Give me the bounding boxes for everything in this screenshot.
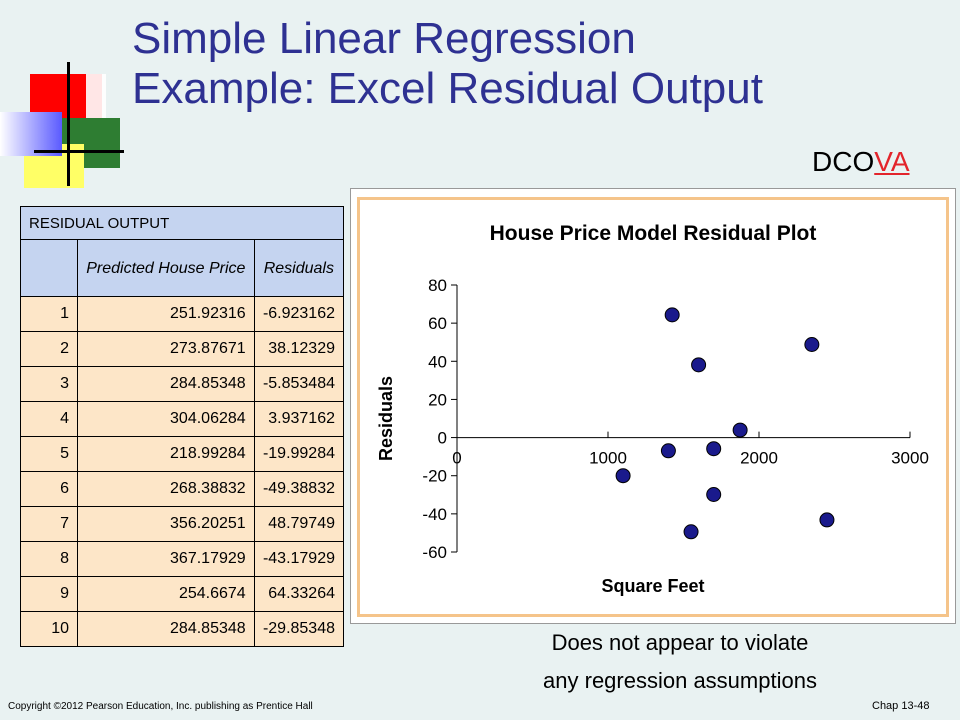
y-tick-label: -60 xyxy=(422,543,447,562)
cell-residual: -6.923162 xyxy=(253,296,345,332)
table-caption: RESIDUAL OUTPUT xyxy=(20,206,344,240)
x-tick-label: 1000 xyxy=(589,449,627,468)
conclusion-note: Does not appear to violate any regressio… xyxy=(470,624,890,700)
table-row: 2 273.87671 38.12329 xyxy=(20,331,345,367)
data-point xyxy=(706,441,722,457)
cell-obs: 6 xyxy=(20,471,78,507)
x-axis-label: Square Feet xyxy=(601,576,704,596)
chapter-label: Chap 13-48 xyxy=(872,700,930,712)
table-row: 3 284.85348 -5.853484 xyxy=(20,366,345,402)
note-line-2: any regression assumptions xyxy=(543,668,817,693)
table-row: 8 367.17929 -43.17929 xyxy=(20,541,345,577)
cell-predicted: 251.92316 xyxy=(77,296,255,332)
data-point xyxy=(819,512,835,528)
table-body: 1 251.92316 -6.923162 2 273.87671 38.12329 3 28… xyxy=(20,296,345,647)
copyright-text: Copyright ©2012 Pearson Education, Inc. … xyxy=(8,701,313,712)
cell-predicted: 268.38832 xyxy=(77,471,255,507)
header-obs xyxy=(20,239,78,297)
header-residuals: Residuals xyxy=(253,239,345,297)
cell-predicted: 367.17929 xyxy=(77,541,255,577)
y-tick-label: 80 xyxy=(428,276,447,295)
cell-predicted: 218.99284 xyxy=(77,436,255,472)
x-tick-label: 2000 xyxy=(740,449,778,468)
cell-obs: 5 xyxy=(20,436,78,472)
table-header-row: Predicted House Price Residuals xyxy=(20,239,345,297)
y-tick-label: 60 xyxy=(428,314,447,333)
residual-plot: House Price Model Residual Plot806040200… xyxy=(376,222,929,596)
table-row: 1 251.92316 -6.923162 xyxy=(20,296,345,332)
decor-blue-square xyxy=(0,112,62,156)
data-point xyxy=(804,337,820,353)
y-tick-label: 40 xyxy=(428,352,447,371)
cell-residual: -43.17929 xyxy=(253,541,345,577)
decor-white-square xyxy=(86,74,106,118)
dcova-prefix: DCO xyxy=(812,146,875,177)
slide-title: Simple Linear Regression Example: Excel … xyxy=(132,14,932,114)
decor-vertical-line xyxy=(67,62,70,186)
y-tick-label: 20 xyxy=(428,390,447,409)
cell-obs: 3 xyxy=(20,366,78,402)
cell-obs: 10 xyxy=(20,611,78,647)
data-point xyxy=(706,487,722,503)
cell-residual: 3.937162 xyxy=(253,401,345,437)
cell-obs: 4 xyxy=(20,401,78,437)
table-row: 6 268.38832 -49.38832 xyxy=(20,471,345,507)
table-row: 4 304.06284 3.937162 xyxy=(20,401,345,437)
y-tick-label: -40 xyxy=(422,505,447,524)
cell-residual: -19.99284 xyxy=(253,436,345,472)
cell-predicted: 356.20251 xyxy=(77,506,255,542)
data-point xyxy=(691,357,707,373)
data-point xyxy=(664,307,680,323)
residual-output-table: RESIDUAL OUTPUT Predicted House Price Re… xyxy=(20,206,345,647)
table-row: 5 218.99284 -19.99284 xyxy=(20,436,345,472)
y-tick-label: 0 xyxy=(438,429,447,448)
x-tick-label: 3000 xyxy=(891,449,929,468)
cell-residual: -29.85348 xyxy=(253,611,345,647)
decor-horizontal-line xyxy=(34,150,124,153)
cell-obs: 8 xyxy=(20,541,78,577)
cell-residual: -49.38832 xyxy=(253,471,345,507)
cell-residual: 64.33264 xyxy=(253,576,345,612)
data-point xyxy=(615,468,631,484)
table-row: 7 356.20251 48.79749 xyxy=(20,506,345,542)
data-point xyxy=(683,524,699,540)
cell-residual: 48.79749 xyxy=(253,506,345,542)
table-row: 9 254.6674 64.33264 xyxy=(20,576,345,612)
x-tick-label: 0 xyxy=(452,449,461,468)
header-predicted: Predicted House Price xyxy=(77,239,255,297)
cell-predicted: 304.06284 xyxy=(77,401,255,437)
cell-obs: 7 xyxy=(20,506,78,542)
cell-predicted: 273.87671 xyxy=(77,331,255,367)
cell-residual: 38.12329 xyxy=(253,331,345,367)
cell-obs: 9 xyxy=(20,576,78,612)
cell-predicted: 284.85348 xyxy=(77,366,255,402)
dcova-highlight: VA xyxy=(874,146,910,177)
title-line-1: Simple Linear Regression xyxy=(132,14,636,63)
note-line-1: Does not appear to violate xyxy=(551,630,809,655)
table-caption-row: RESIDUAL OUTPUT xyxy=(20,206,344,240)
cell-obs: 2 xyxy=(20,331,78,367)
dcova-label: DCOVA xyxy=(812,146,910,178)
cell-predicted: 284.85348 xyxy=(77,611,255,647)
title-line-2: Example: Excel Residual Output xyxy=(132,64,763,113)
residual-plot-frame: House Price Model Residual Plot 80 60 40 20 0… xyxy=(350,188,956,624)
data-point xyxy=(660,443,676,459)
cell-predicted: 254.6674 xyxy=(77,576,255,612)
cell-residual: -5.853484 xyxy=(253,366,345,402)
y-axis-label: Residuals xyxy=(376,376,396,461)
data-point xyxy=(732,422,748,438)
cell-obs: 1 xyxy=(20,296,78,332)
residual-plot-area: House Price Model Residual Plot 80 60 40 20 0… xyxy=(357,197,949,617)
y-tick-label: -20 xyxy=(422,467,447,486)
table-row: 10 284.85348 -29.85348 xyxy=(20,611,345,647)
chart-title: House Price Model Residual Plot xyxy=(490,222,817,245)
